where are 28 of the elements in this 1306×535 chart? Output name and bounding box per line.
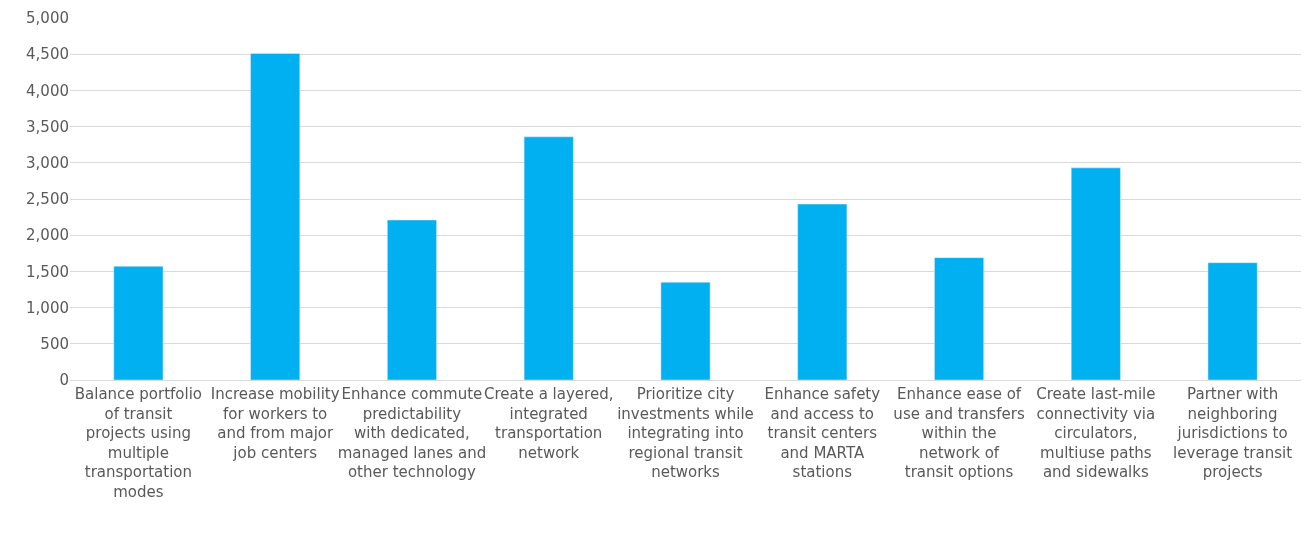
bar (934, 257, 984, 380)
bar (1207, 262, 1258, 380)
y-tick-label: 3,500 (26, 117, 69, 136)
x-tick-label: Create last-mile connectivity via circulators, multiuse paths and sidewalks (1036, 385, 1156, 481)
y-tick-label: 4,500 (26, 45, 69, 64)
bar (113, 266, 164, 380)
y-tick-label: 5,000 (26, 9, 69, 28)
y-tick-label: 1,500 (26, 262, 69, 281)
y-tick-label: 4,000 (26, 81, 69, 100)
y-tick-label: 2,000 (26, 226, 69, 245)
x-tick-label: Prioritize city investments while integrating into regional transit networks (617, 385, 754, 481)
y-tick-label: 2,500 (26, 190, 69, 209)
y-tick-label: 0 (59, 371, 69, 390)
x-tick-label: Balance portfolio of transit projects using multiple transportation modes (74, 385, 203, 501)
bar (523, 136, 574, 380)
bar (660, 282, 711, 380)
bar (797, 203, 848, 380)
y-tick-label: 3,000 (26, 154, 69, 173)
x-tick-label: Create a layered, integrated transportation network (484, 385, 614, 462)
x-tick-label: Increase mobility for workers to and from major job centers (210, 385, 340, 462)
bar (250, 53, 301, 380)
y-tick-label: 1,000 (26, 298, 69, 317)
x-tick-label: Enhance safety and access to transit centers and MARTA stations (764, 385, 881, 481)
x-tick-label: Enhance ease of use and transfers within the network of transit options (893, 385, 1025, 481)
x-tick-label: Partner with neighboring jurisdictions to leverage transit projects (1173, 385, 1293, 481)
bar (387, 219, 437, 380)
y-tick-label: 500 (40, 335, 69, 354)
bar (1070, 167, 1121, 380)
